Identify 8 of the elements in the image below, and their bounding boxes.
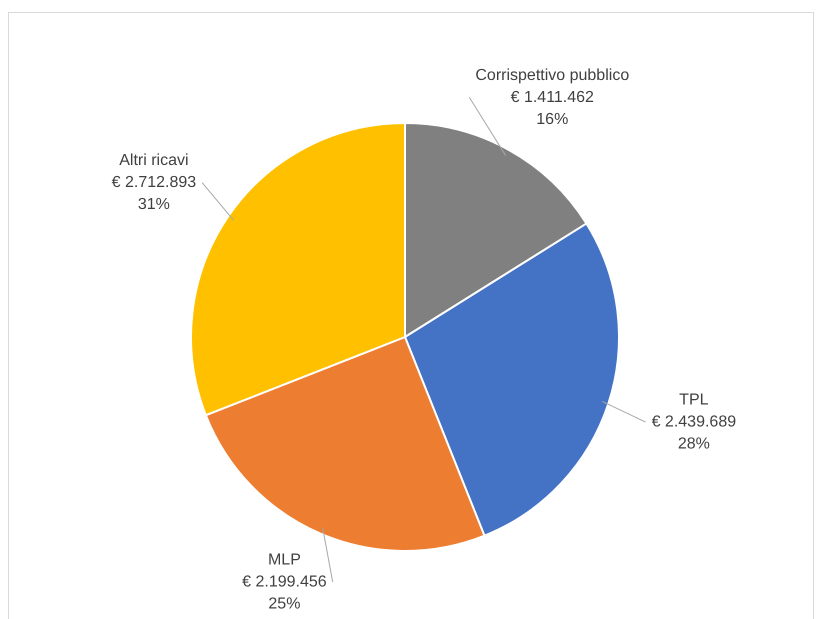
slice-label: TPL [679, 391, 709, 408]
data-label: € 2.712.893 31% [112, 174, 196, 214]
slice-label: Altri ricavi [119, 152, 189, 170]
data-label: € 1.411.462 16% [510, 88, 594, 128]
data-label: € 2.439.689 28% [652, 413, 736, 452]
slice-label: MLP [268, 551, 301, 568]
slice-label: Corrispettivo pubblico [475, 66, 630, 84]
data-label: € 2.199.456 25% [242, 573, 327, 612]
